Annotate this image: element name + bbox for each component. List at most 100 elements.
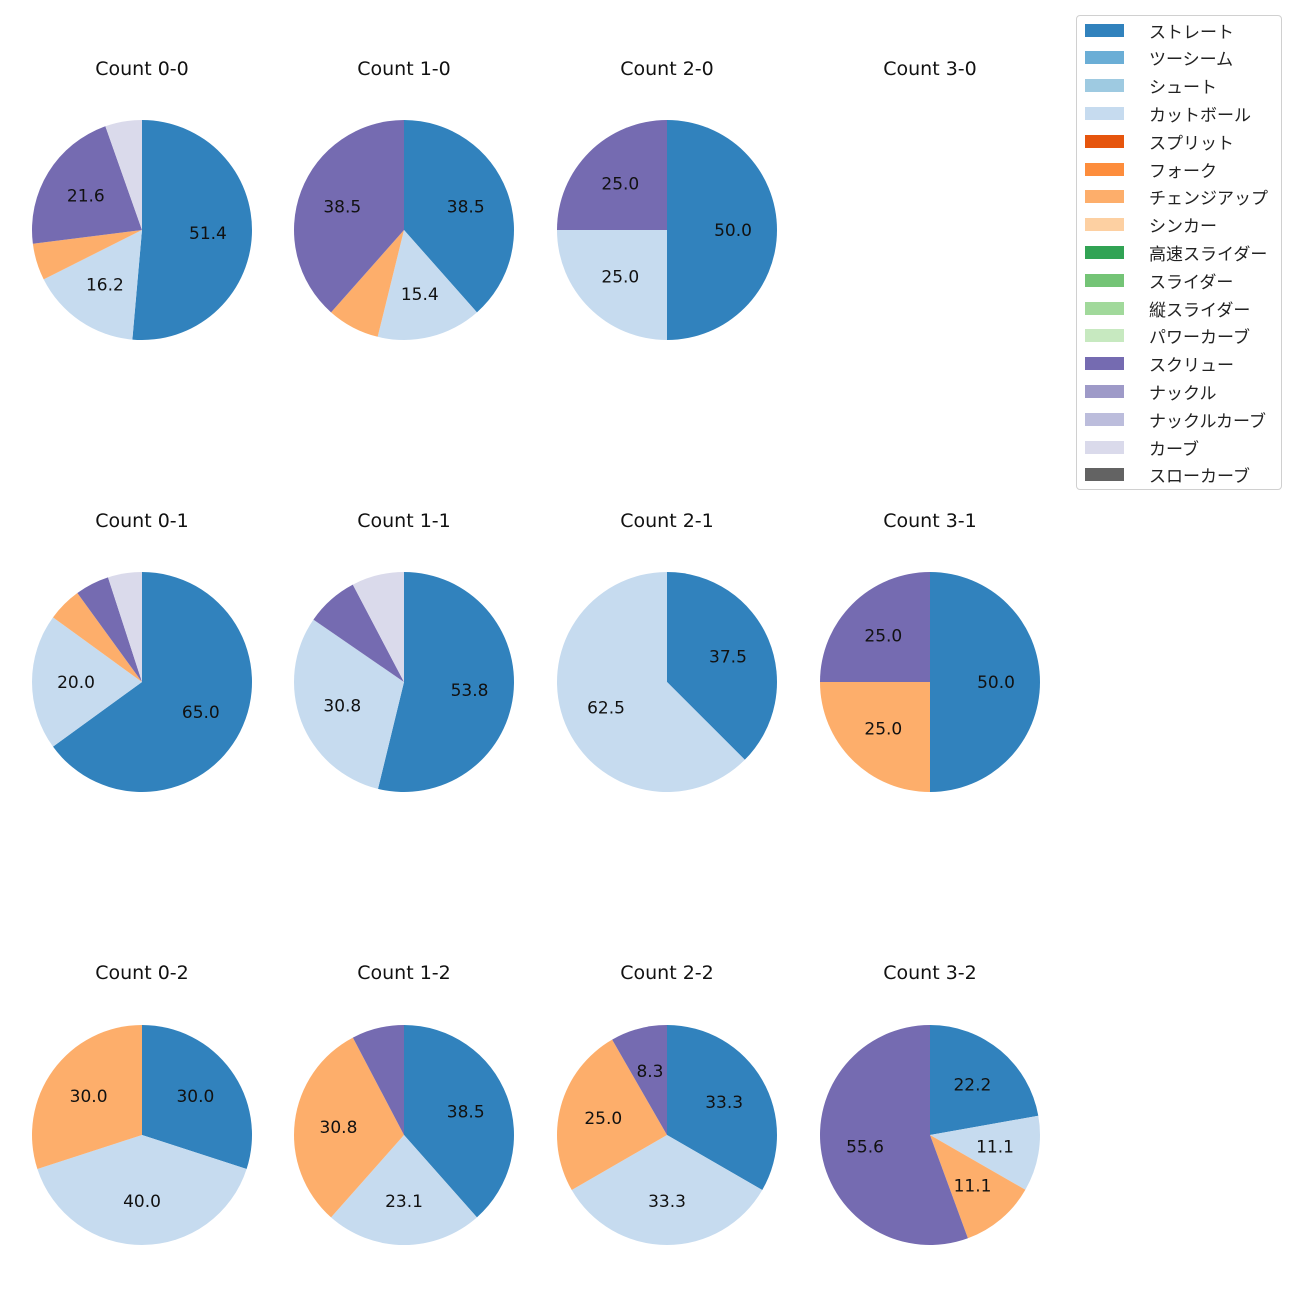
- pie-count-2-0: Count 2-0 50.0 25.0 25.0: [557, 58, 777, 340]
- pie-slice: [930, 1115, 1040, 1190]
- pie-slice: [667, 572, 777, 760]
- legend-label: ツーシーム: [1149, 50, 1234, 71]
- pie-slice-label: 23.1: [385, 1192, 423, 1212]
- legend-swatch: [1085, 162, 1124, 176]
- legend-item: ツーシーム: [1085, 48, 1234, 71]
- pie-title: Count 3-0: [883, 58, 977, 80]
- pie-title: Count 2-2: [620, 962, 714, 984]
- pie-slice: [294, 1037, 404, 1218]
- pie-slice: [612, 1025, 667, 1135]
- pie-slice: [132, 120, 252, 340]
- pie-title: Count 3-1: [883, 510, 977, 532]
- pie-slice: [31, 617, 142, 747]
- pie-slice: [32, 126, 143, 244]
- pie-slice: [53, 572, 252, 792]
- pie-title: Count 2-0: [620, 58, 714, 80]
- pie-slice: [352, 572, 404, 682]
- pie-slice: [820, 572, 930, 682]
- pie-slice: [404, 1025, 514, 1218]
- legend-swatch: [1085, 384, 1124, 398]
- pie-slice: [105, 120, 142, 230]
- legend-swatch: [1085, 134, 1124, 148]
- pie-slice-label: 30.0: [70, 1087, 108, 1107]
- pie-slice-label: 25.0: [864, 720, 902, 740]
- pie-slice: [377, 572, 514, 792]
- legend-label: 縦スライダー: [1149, 300, 1251, 321]
- legend-item: シュート: [1085, 76, 1217, 99]
- pie-slice: [352, 1025, 404, 1135]
- legend-label: 高速スライダー: [1149, 244, 1268, 265]
- pie-slice-label: 25.0: [601, 268, 639, 288]
- pie-count-0-2: Count 0-2 30.0 40.0 30.0: [32, 962, 252, 1245]
- legend-swatch: [1085, 51, 1124, 65]
- pie-slice: [77, 577, 142, 682]
- pie-slice: [557, 120, 667, 230]
- pie-slice-label: 25.0: [864, 626, 902, 646]
- pie-slice-label: 30.8: [320, 1118, 358, 1138]
- pie-slice: [930, 572, 1040, 792]
- legend-item: ストレート: [1085, 20, 1234, 43]
- pie-slice-label: 16.2: [86, 276, 124, 296]
- pie-count-3-2: Count 3-2 22.2 11.1 11.1 55.6: [819, 962, 1040, 1246]
- pie-count-1-0: Count 1-0 38.5 15.4 38.5: [294, 58, 514, 340]
- legend-item: パワーカーブ: [1085, 326, 1250, 348]
- legend-item: チェンジアップ: [1085, 187, 1268, 210]
- legend-item: 高速スライダー: [1085, 242, 1268, 265]
- legend-label: スライダー: [1149, 272, 1234, 293]
- pie-slice: [557, 230, 667, 340]
- pie-slice-label: 65.0: [182, 703, 220, 723]
- legend-item: カーブ: [1085, 437, 1199, 460]
- legend-swatch: [1085, 273, 1124, 287]
- pie-count-3-0: Count 3-0: [883, 58, 977, 80]
- legend-swatch: [1085, 329, 1124, 343]
- pie-slice-label: 30.8: [323, 697, 361, 717]
- pie-count-3-1: Count 3-1 50.0 25.0 25.0: [820, 510, 1040, 792]
- pie-slice: [331, 1135, 477, 1245]
- pie-slice-label: 33.3: [705, 1093, 743, 1113]
- pie-slice: [930, 1135, 1026, 1239]
- pie-slice: [43, 230, 142, 340]
- pie-slice-label: 21.6: [67, 186, 105, 206]
- legend-label: シュート: [1149, 78, 1217, 99]
- pie-slice-label: 25.0: [601, 174, 639, 194]
- legend-item: スライダー: [1085, 270, 1234, 293]
- pie-slice: [53, 593, 142, 682]
- pie-slice: [819, 1025, 968, 1246]
- pie-slice-label: 25.0: [584, 1109, 622, 1129]
- legend-label: シンカー: [1149, 217, 1217, 238]
- legend-label: カーブ: [1149, 439, 1199, 460]
- legend-swatch: [1085, 106, 1124, 120]
- legend-item: フォーク: [1085, 159, 1217, 182]
- legend-label: スクリュー: [1149, 356, 1234, 377]
- pie-slice-label: 55.6: [846, 1138, 884, 1158]
- legend-item: ナックルカーブ: [1085, 409, 1266, 432]
- legend-swatch: [1085, 79, 1124, 93]
- pie-slice: [667, 120, 777, 340]
- legend-label: スローカーブ: [1149, 467, 1250, 488]
- pie-slice-label: 50.0: [714, 221, 752, 241]
- pie-title: Count 0-0: [95, 58, 189, 80]
- pie-count-0-0: Count 0-0 51.4 16.2 21.6: [32, 58, 252, 340]
- pie-slice: [557, 1039, 667, 1190]
- legend-swatch: [1085, 23, 1124, 37]
- legend-label: チェンジアップ: [1149, 189, 1268, 210]
- pie-slice-label: 51.4: [189, 224, 227, 244]
- legend-swatch: [1085, 218, 1124, 232]
- pie-slice-label: 20.0: [57, 673, 95, 693]
- legend-item: スプリット: [1085, 131, 1234, 154]
- pie-count-0-1: Count 0-1 65.0 20.0: [31, 510, 252, 792]
- pie-title: Count 0-2: [95, 962, 189, 984]
- pie-count-1-1: Count 1-1 53.8 30.8: [293, 510, 514, 792]
- legend-swatch: [1085, 440, 1124, 454]
- legend-item: シンカー: [1085, 215, 1217, 238]
- pie-title: Count 1-1: [357, 510, 451, 532]
- pie-slice-label: 11.1: [954, 1176, 992, 1196]
- pie-slice-label: 40.0: [123, 1192, 161, 1212]
- pie-slice: [37, 1135, 247, 1245]
- pie-slice: [404, 120, 514, 313]
- pie-slice: [142, 1025, 252, 1169]
- legend-item: カットボール: [1085, 103, 1251, 126]
- legend-item: ナックル: [1085, 381, 1217, 404]
- pie-count-2-2: Count 2-2 33.3 33.3 25.0 8.3: [557, 962, 777, 1245]
- legend-item: スクリュー: [1085, 354, 1234, 377]
